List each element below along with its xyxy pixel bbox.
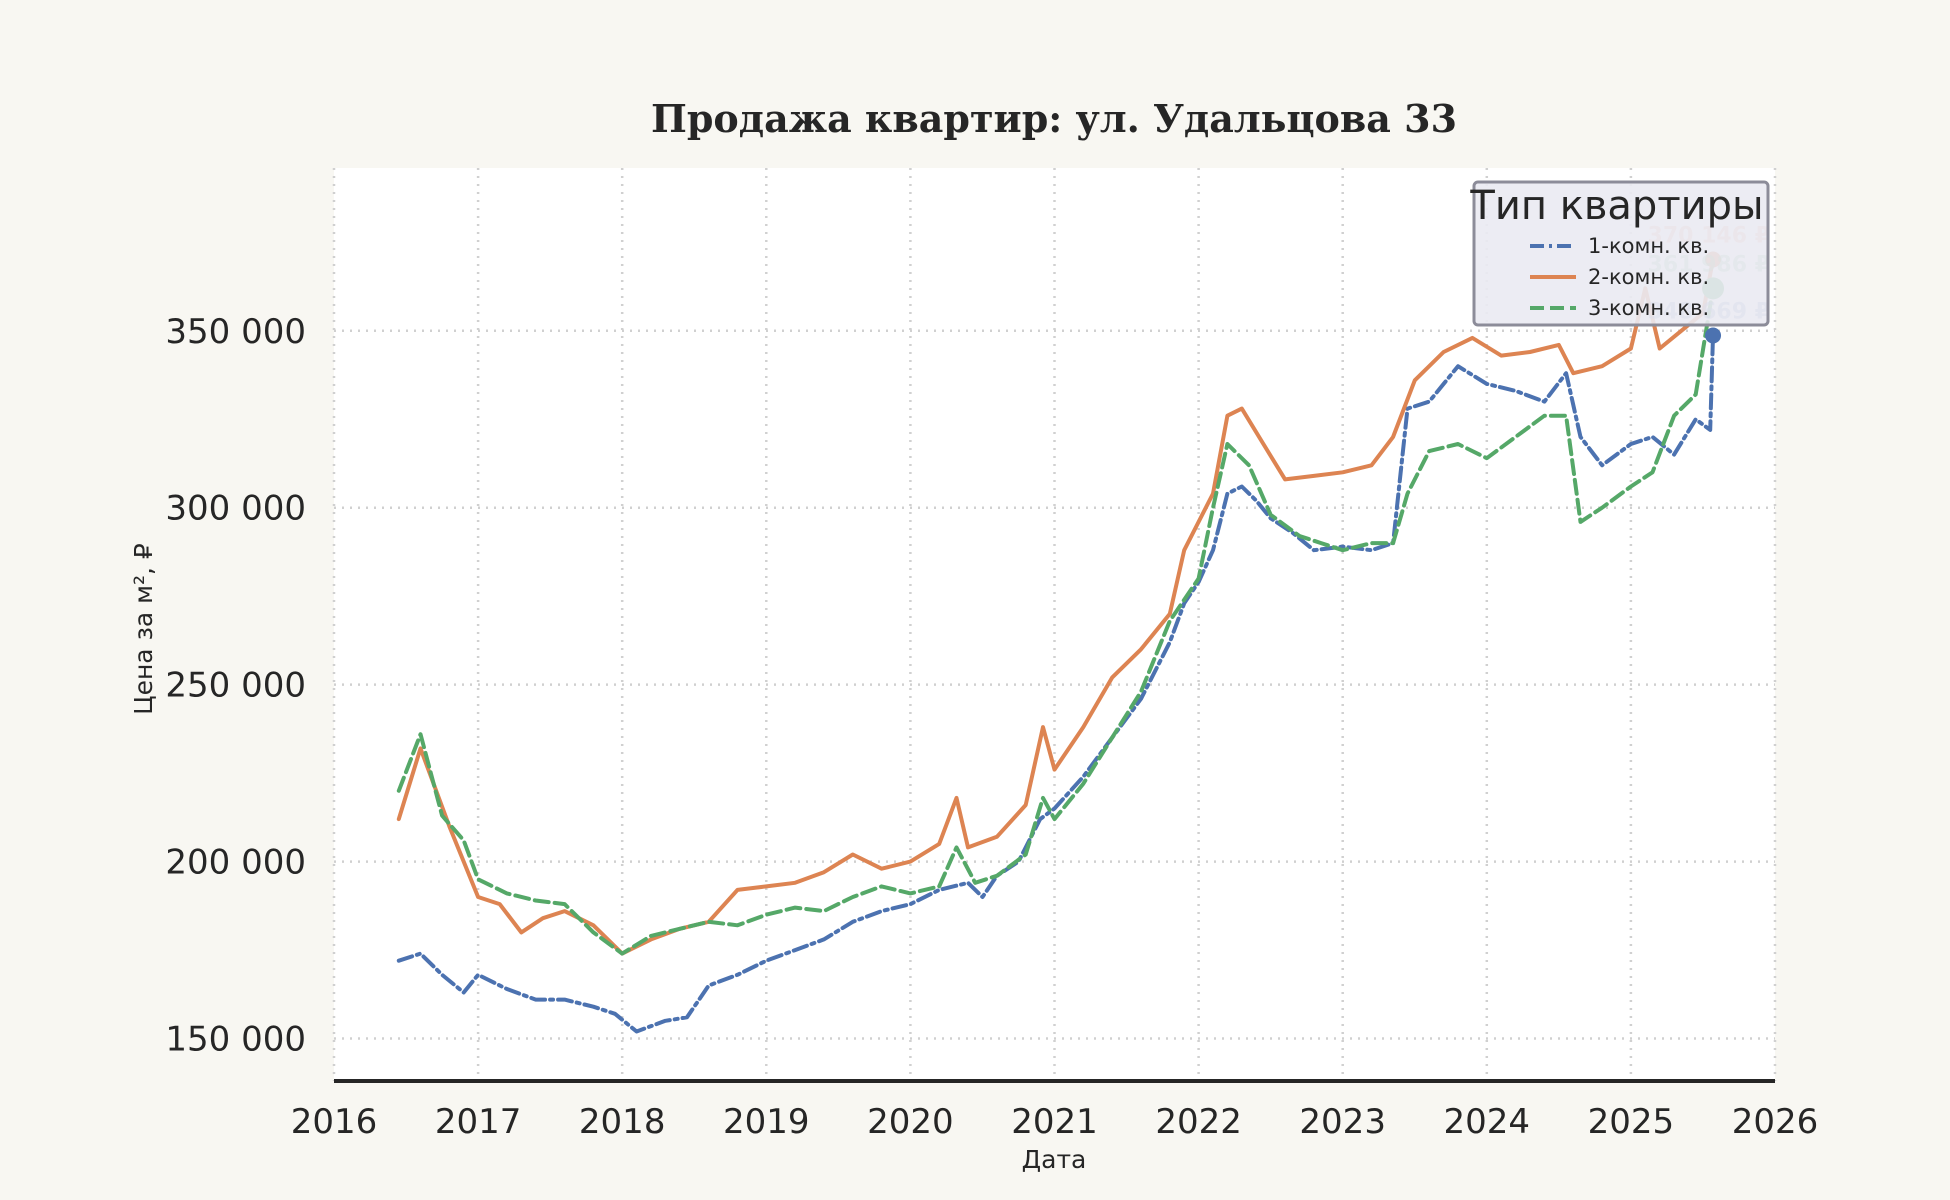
legend-box xyxy=(1472,180,1770,327)
y-tick-label: 300 000 xyxy=(165,489,306,529)
x-tick-label: 2017 xyxy=(435,1102,522,1142)
x-tick-label: 2026 xyxy=(1732,1102,1819,1142)
legend-label-1: 1-комн. кв. xyxy=(1588,234,1709,258)
series-line-3 xyxy=(396,286,1715,956)
y-axis-label: Цена за м², ₽ xyxy=(129,543,158,715)
series-layer xyxy=(396,257,1715,1034)
x-tick-label: 2020 xyxy=(867,1102,954,1142)
y-tick-label: 350 000 xyxy=(165,312,306,352)
legend: Тип квартиры 1-комн. кв. 2-комн. кв. 3-ком… xyxy=(1469,180,1770,327)
y-tick-labels: 150 000 200 000 250 000 300 000 350 000 xyxy=(165,312,306,1060)
x-axis-label: Дата xyxy=(1022,1145,1087,1174)
x-tick-labels: 2016 2017 2018 2019 2020 2021 2022 2023 2024 2025… xyxy=(291,1102,1819,1142)
legend-label-2: 2-комн. кв. xyxy=(1588,265,1709,289)
y-tick-label: 250 000 xyxy=(165,666,306,706)
x-tick-label: 2023 xyxy=(1299,1102,1386,1142)
end-marker-1 xyxy=(1705,327,1722,344)
legend-label-3: 3-комн. кв. xyxy=(1588,296,1709,320)
y-tick-label: 200 000 xyxy=(165,843,306,883)
x-tick-label: 2019 xyxy=(723,1102,810,1142)
x-tick-label: 2016 xyxy=(291,1102,378,1142)
series-line-2 xyxy=(396,257,1715,956)
x-tick-label: 2025 xyxy=(1588,1102,1675,1142)
x-tick-label: 2024 xyxy=(1444,1102,1531,1142)
legend-title: Тип квартиры xyxy=(1469,183,1763,229)
grid-layer xyxy=(332,168,1777,1081)
x-tick-label: 2018 xyxy=(579,1102,666,1142)
chart-title: Продажа квартир: ул. Удальцова 33 xyxy=(651,96,1457,141)
y-tick-label: 150 000 xyxy=(165,1020,306,1060)
x-tick-label: 2022 xyxy=(1155,1102,1242,1142)
x-tick-label: 2021 xyxy=(1011,1102,1098,1142)
legend-entries: 1-комн. кв. 2-комн. кв. 3-комн. кв. xyxy=(1530,234,1709,320)
